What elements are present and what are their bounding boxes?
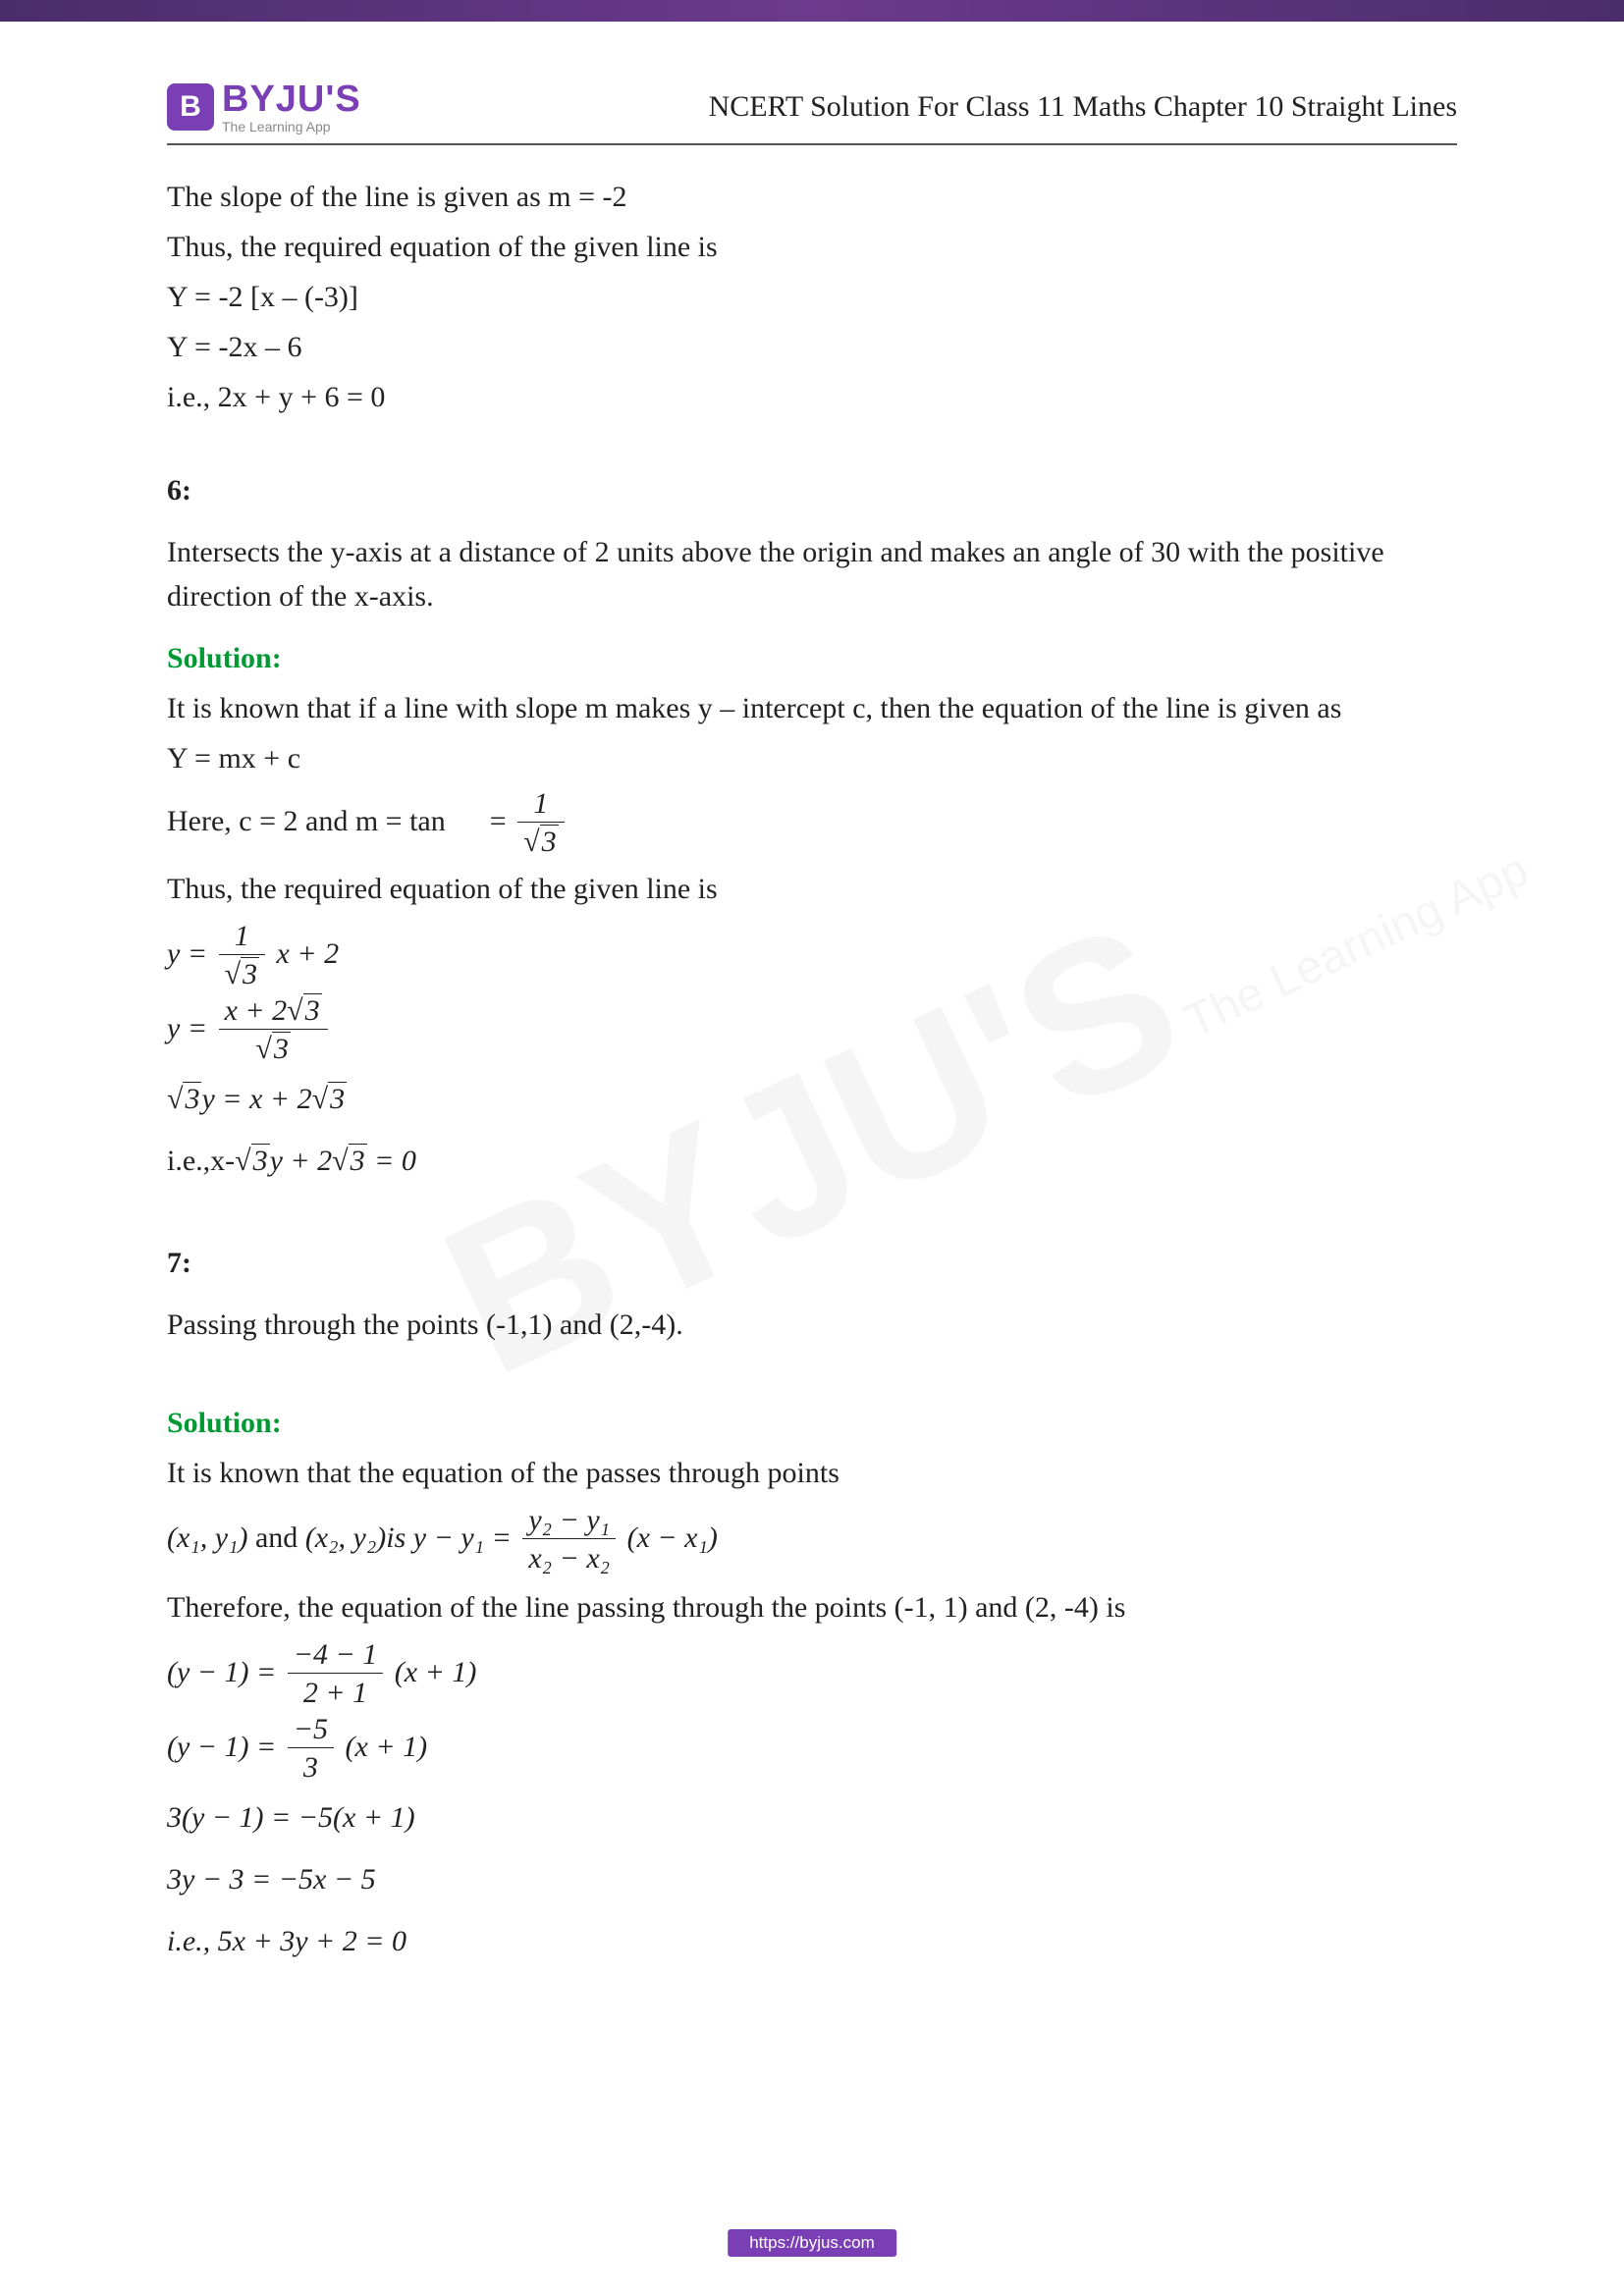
denominator: 3 <box>517 823 564 861</box>
equation-text: i.e., 2x + y + 6 = 0 <box>167 375 1457 419</box>
equation-text: Here, c = 2 and m = tan = 1 3 <box>167 786 1457 861</box>
numerator: 1 <box>219 919 265 955</box>
sqrt: 3 <box>235 1130 269 1192</box>
sqrt: 3 <box>225 955 259 993</box>
radicand: 3 <box>540 825 559 858</box>
sqrt: 3 <box>312 1068 347 1130</box>
sqrt: 3 <box>167 1068 201 1130</box>
body-text: Therefore, the equation of the line pass… <box>167 1585 1457 1629</box>
page-header: B BYJU'S The Learning App NCERT Solution… <box>0 22 1624 133</box>
question-text: Intersects the y-axis at a distance of 2… <box>167 530 1457 618</box>
body-text: It is known that the equation of the pas… <box>167 1451 1457 1495</box>
text-fragment: Here, c = 2 and m = tan <box>167 805 446 837</box>
page-title: NCERT Solution For Class 11 Maths Chapte… <box>709 90 1457 124</box>
math-block: (y − 1) = −4 − 1 2 + 1 (x + 1) (y − 1) =… <box>167 1637 1457 1972</box>
solution-label: Solution: <box>167 636 1457 680</box>
equation-line: i.e.,x-3y + 23 = 0 <box>167 1130 1457 1192</box>
text-fragment: y = <box>167 1012 207 1044</box>
document-body: The slope of the line is given as m = -2… <box>0 145 1624 1972</box>
top-accent-bar <box>0 0 1624 22</box>
equation-line: (x₁, y₁) and (x₂, y₂)is y − y₁ = y₂ − y₁… <box>167 1503 1457 1577</box>
fraction: 1 3 <box>219 919 265 993</box>
equation-line: 3y − 3 = −5x − 5 <box>167 1848 1457 1910</box>
radicand: 3 <box>328 1082 347 1115</box>
sqrt: 3 <box>255 1030 290 1068</box>
body-text: Thus, the required equation of the given… <box>167 225 1457 269</box>
numerator: 1 <box>517 786 564 823</box>
question-text: Passing through the points (-1,1) and (2… <box>167 1303 1457 1347</box>
question-number: 6: <box>167 468 1457 512</box>
text-fragment: (x₁, y₁) <box>167 1522 247 1554</box>
numerator: y₂ − y₁ <box>522 1503 616 1539</box>
question-number: 7: <box>167 1241 1457 1285</box>
equation-line: y = x + 2 3 3 <box>167 993 1457 1068</box>
fraction: −5 3 <box>288 1712 334 1787</box>
radicand: 3 <box>183 1082 201 1115</box>
radicand: 3 <box>349 1144 367 1177</box>
body-text: Thus, the required equation of the given… <box>167 867 1457 911</box>
text-fragment: y + 2 <box>270 1145 333 1177</box>
text-fragment: is y − y₁ = <box>386 1522 512 1554</box>
numerator: −4 − 1 <box>288 1637 384 1674</box>
body-text: The slope of the line is given as m = -2 <box>167 175 1457 219</box>
equation-line: (y − 1) = −4 − 1 2 + 1 (x + 1) <box>167 1637 1457 1712</box>
brand-tagline: The Learning App <box>222 120 361 133</box>
fraction: y₂ − y₁ x₂ − x₂ <box>522 1503 616 1577</box>
math-block: y = 1 3 x + 2 y = x + 23 3 3y = x + 23 i… <box>167 919 1457 1192</box>
body-text: It is known that if a line with slope m … <box>167 686 1457 730</box>
text-fragment: and <box>247 1522 304 1554</box>
solution-label: Solution: <box>167 1401 1457 1445</box>
text-fragment: i.e.,x- <box>167 1145 235 1177</box>
denominator: x₂ − x₂ <box>522 1539 616 1577</box>
text-fragment: x + 2 <box>277 937 340 970</box>
equation-line: i.e., 5x + 3y + 2 = 0 <box>167 1910 1457 1972</box>
text-fragment: (x + 1) <box>395 1656 477 1688</box>
equation-line: (y − 1) = −5 3 (x + 1) <box>167 1712 1457 1787</box>
brand-logo: B BYJU'S The Learning App <box>167 80 361 133</box>
radicand: 3 <box>272 1032 291 1065</box>
denominator: 3 <box>219 1030 328 1068</box>
numerator: x + 2 3 <box>219 993 328 1030</box>
denominator: 2 + 1 <box>288 1674 384 1712</box>
radicand: 3 <box>251 1144 270 1177</box>
logo-text: BYJU'S The Learning App <box>222 80 361 133</box>
text-fragment: (y − 1) = <box>167 1656 276 1688</box>
text-fragment: (y − 1) = <box>167 1731 276 1763</box>
fraction: 1 3 <box>517 786 564 861</box>
equation-line: 3(y − 1) = −5(x + 1) <box>167 1787 1457 1848</box>
text-fragment: y = x + 2 <box>201 1083 311 1115</box>
radicand: 3 <box>241 957 259 990</box>
sqrt: 3 <box>332 1130 366 1192</box>
numerator: −5 <box>288 1712 334 1748</box>
equation-line: 3y = x + 23 <box>167 1068 1457 1130</box>
fraction: x + 2 3 3 <box>219 993 328 1068</box>
text-fragment: x + 2 <box>225 994 288 1027</box>
text-fragment: (x₂, y₂) <box>305 1522 386 1554</box>
equation-text: Y = -2x – 6 <box>167 325 1457 369</box>
footer-url-badge: https://byjus.com <box>728 2229 896 2257</box>
text-fragment: y = <box>167 937 207 970</box>
equation-text: Y = mx + c <box>167 736 1457 780</box>
sqrt: 3 <box>523 823 558 861</box>
equation-line: y = 1 3 x + 2 <box>167 919 1457 993</box>
text-fragment: (x − x₁) <box>627 1522 718 1554</box>
fraction: −4 − 1 2 + 1 <box>288 1637 384 1712</box>
brand-name: BYJU'S <box>222 80 361 118</box>
equation-text: Y = -2 [x – (-3)] <box>167 275 1457 319</box>
sqrt: 3 <box>287 993 321 1029</box>
logo-icon: B <box>167 83 214 131</box>
text-fragment: = 0 <box>367 1145 416 1177</box>
denominator: 3 <box>219 955 265 993</box>
math-block: (x₁, y₁) and (x₂, y₂)is y − y₁ = y₂ − y₁… <box>167 1503 1457 1577</box>
equals-sign: = <box>490 805 507 837</box>
text-fragment: (x + 1) <box>346 1731 428 1763</box>
radicand: 3 <box>303 993 322 1027</box>
denominator: 3 <box>288 1748 334 1787</box>
